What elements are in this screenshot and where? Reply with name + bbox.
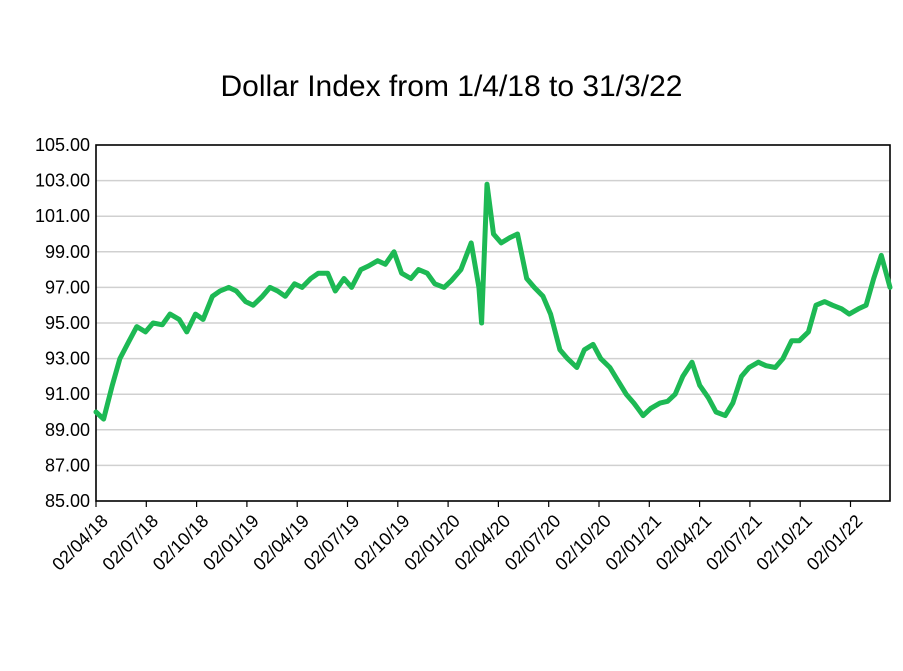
x-tick-label: 02/01/22 (803, 511, 867, 575)
y-axis-tick-labels: 85.00 87.00 89.00 91.00 93.00 95.00 97.00 99.00… (35, 135, 90, 511)
y-tick-label: 99.00 (45, 242, 90, 262)
plot-area-frame (95, 144, 891, 502)
y-tick-label: 93.00 (45, 349, 90, 369)
y-tick-label: 85.00 (45, 491, 90, 511)
y-tick-label: 89.00 (45, 420, 90, 440)
y-tick-label: 101.00 (35, 206, 90, 226)
chart-title: Dollar Index from 1/4/18 to 31/3/22 (220, 70, 683, 103)
y-tick-label: 87.00 (45, 455, 90, 475)
gridlines (96, 179, 890, 467)
y-tick-label: 91.00 (45, 384, 90, 404)
x-axis-tick-labels: 02/04/1802/07/1802/10/1802/01/1902/04/19… (48, 501, 866, 574)
y-tick-label: 103.00 (35, 171, 90, 191)
series-line-dollar-index (93, 181, 893, 422)
y-tick-label: 97.00 (45, 277, 90, 297)
y-tick-label: 105.00 (35, 135, 90, 155)
y-tick-label: 95.00 (45, 313, 90, 333)
